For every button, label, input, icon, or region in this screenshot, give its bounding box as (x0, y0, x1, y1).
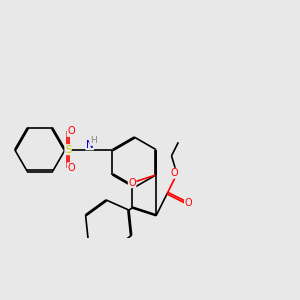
Text: O: O (67, 127, 75, 136)
Text: O: O (184, 198, 192, 208)
Text: O: O (67, 163, 75, 173)
Text: N: N (86, 140, 94, 150)
Text: S: S (65, 145, 71, 154)
Text: O: O (128, 178, 136, 188)
Text: H: H (90, 136, 97, 146)
Text: O: O (170, 168, 178, 178)
